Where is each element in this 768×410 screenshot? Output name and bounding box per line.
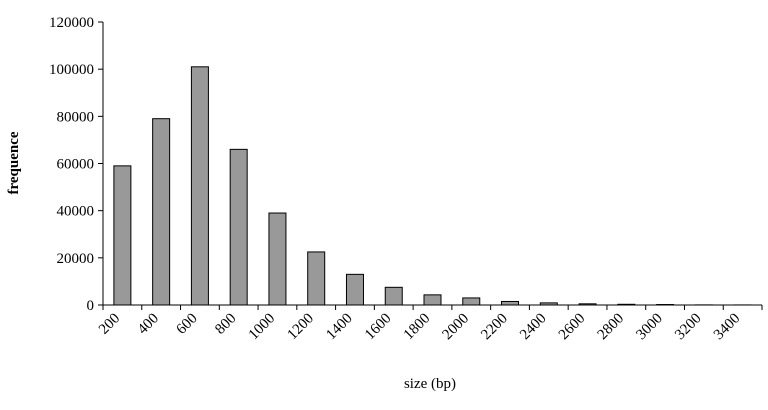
x-tick-label: 2200: [478, 311, 511, 344]
bar: [578, 303, 597, 306]
y-tick-label: 40000: [57, 204, 95, 220]
y-axis-label: frequence: [6, 131, 22, 194]
bar: [190, 66, 209, 306]
bar: [539, 302, 558, 306]
x-tick-label: 1400: [323, 311, 356, 344]
x-tick-label: 3200: [672, 311, 705, 344]
x-tick-label: 2600: [556, 311, 589, 344]
y-tick-label: 60000: [57, 157, 95, 173]
bar: [462, 297, 481, 306]
x-tick-label: 200: [96, 311, 123, 338]
x-tick-label: 2000: [440, 311, 473, 344]
bar: [113, 165, 132, 306]
y-tick-label: 0: [87, 298, 95, 314]
bar: [384, 286, 403, 306]
bar: [423, 294, 442, 306]
x-tick-label: 3400: [711, 311, 744, 344]
y-tick-label: 100000: [49, 62, 94, 78]
x-tick-label: 800: [212, 311, 239, 338]
x-tick-label: 1800: [401, 311, 434, 344]
y-tick-label: 120000: [49, 15, 94, 31]
x-tick-label: 1000: [246, 311, 279, 344]
x-tick-label: 600: [174, 311, 201, 338]
bar: [307, 251, 326, 306]
bar: [268, 212, 287, 306]
bar: [345, 273, 364, 306]
x-tick-label: 2800: [595, 311, 628, 344]
bar: [617, 303, 636, 306]
x-tick-label: 1600: [362, 311, 395, 344]
y-tick-label: 80000: [57, 109, 95, 125]
x-tick-label: 400: [135, 311, 162, 338]
bar: [229, 148, 248, 306]
y-tick-label: 20000: [57, 251, 95, 267]
x-tick-label: 3000: [633, 311, 666, 344]
x-tick-label: 1200: [285, 311, 318, 344]
bar: [501, 300, 520, 306]
x-tick-label: 2400: [517, 311, 550, 344]
bar: [152, 118, 171, 306]
x-axis-label: size (bp): [404, 376, 456, 392]
